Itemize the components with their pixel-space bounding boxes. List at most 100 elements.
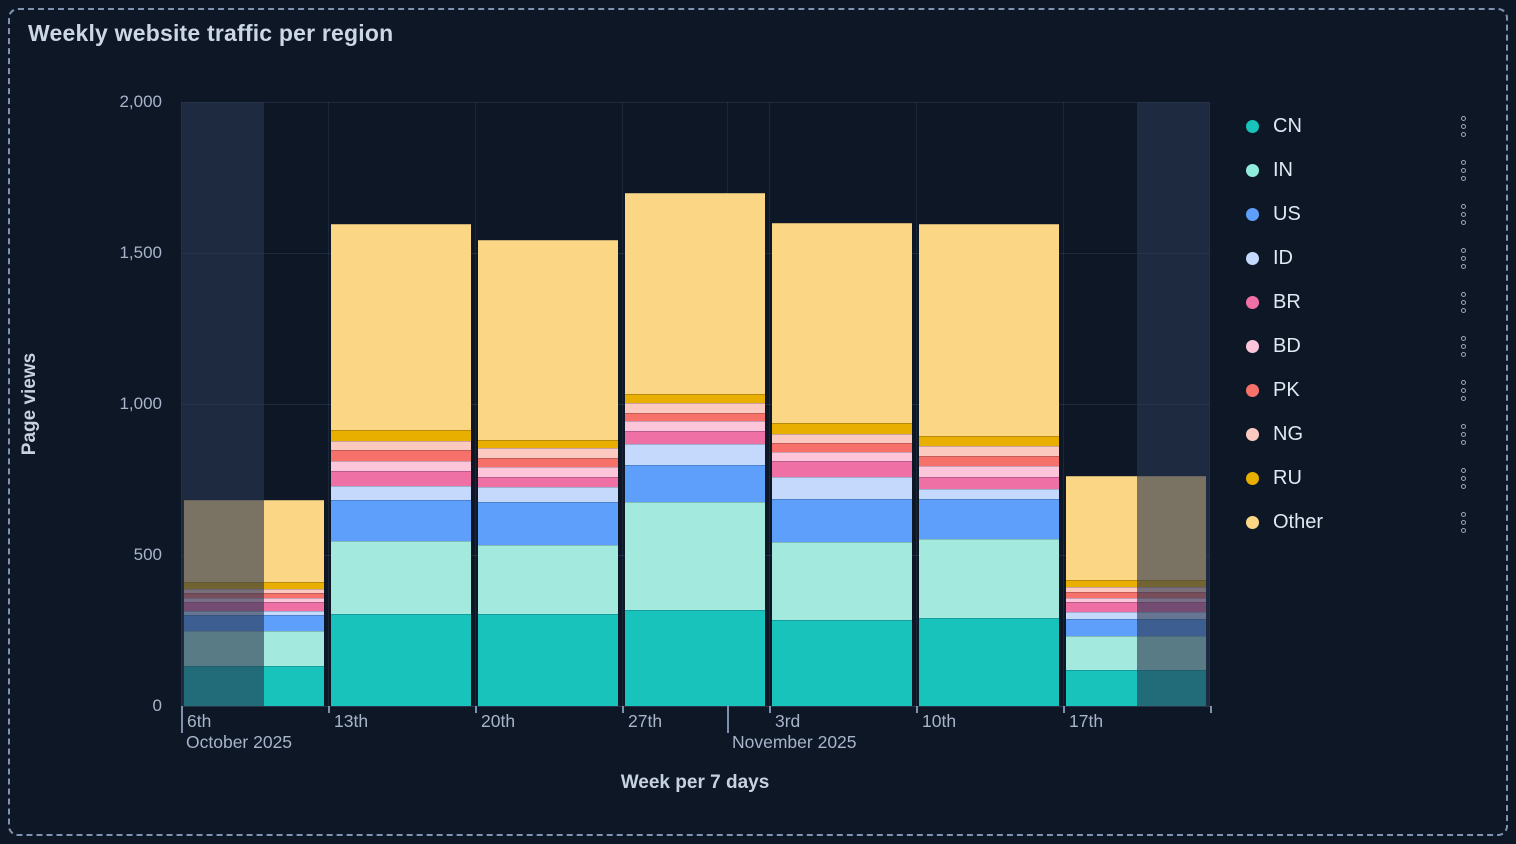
- bar-segment-pk-27th[interactable]: [624, 413, 765, 421]
- v-gridline: [181, 102, 182, 706]
- legend-item-bd[interactable]: BD: [1246, 324, 1470, 368]
- bar-segment-pk-17th[interactable]: [1065, 591, 1206, 599]
- bar-segment-ru-27th[interactable]: [624, 394, 765, 404]
- bar-segment-other-6th[interactable]: [183, 499, 324, 582]
- legend-menu-button[interactable]: [1457, 509, 1470, 536]
- bar-segment-us-3rd[interactable]: [771, 498, 912, 542]
- v-gridline: [769, 102, 770, 706]
- legend-menu-button[interactable]: [1457, 289, 1470, 316]
- legend-color-dot: [1246, 471, 1259, 485]
- bar-segment-us-20th[interactable]: [477, 502, 618, 545]
- legend-item-ng[interactable]: NG: [1246, 412, 1470, 456]
- bar-segment-other-27th[interactable]: [624, 192, 765, 395]
- legend-item-pk[interactable]: PK: [1246, 368, 1470, 412]
- bar-segment-bd-10th[interactable]: [918, 465, 1059, 477]
- bar-segment-bd-3rd[interactable]: [771, 452, 912, 462]
- bar-segment-ng-27th[interactable]: [624, 403, 765, 414]
- bar-segment-other-3rd[interactable]: [771, 222, 912, 424]
- bar-segment-in-10th[interactable]: [918, 539, 1059, 618]
- bar-week-27th[interactable]: [624, 192, 765, 706]
- bar-segment-us-6th[interactable]: [183, 614, 324, 631]
- bar-segment-in-3rd[interactable]: [771, 541, 912, 620]
- bar-segment-us-13th[interactable]: [330, 499, 471, 541]
- bar-segment-cn-3rd[interactable]: [771, 619, 912, 706]
- legend-item-us[interactable]: US: [1246, 192, 1470, 236]
- bar-segment-ru-13th[interactable]: [330, 430, 471, 441]
- bar-week-17th[interactable]: [1065, 475, 1206, 706]
- bar-segment-cn-6th[interactable]: [183, 665, 324, 706]
- legend-item-id[interactable]: ID: [1246, 236, 1470, 280]
- bar-segment-cn-17th[interactable]: [1065, 669, 1206, 706]
- bar-segment-id-3rd[interactable]: [771, 477, 912, 499]
- bar-segment-br-3rd[interactable]: [771, 461, 912, 478]
- legend-menu-button[interactable]: [1457, 377, 1470, 404]
- bar-week-6th[interactable]: [183, 499, 324, 706]
- bar-segment-ng-10th[interactable]: [918, 446, 1059, 457]
- bar-segment-ru-6th[interactable]: [183, 581, 324, 589]
- bar-segment-pk-10th[interactable]: [918, 456, 1059, 466]
- plot-area[interactable]: [181, 102, 1210, 707]
- bar-segment-br-13th[interactable]: [330, 471, 471, 487]
- bar-segment-us-27th[interactable]: [624, 465, 765, 502]
- bar-segment-cn-20th[interactable]: [477, 613, 618, 706]
- bar-week-13th[interactable]: [330, 223, 471, 706]
- legend-item-cn[interactable]: CN: [1246, 104, 1470, 148]
- bar-segment-us-10th[interactable]: [918, 499, 1059, 540]
- bar-segment-ng-17th[interactable]: [1065, 586, 1206, 592]
- bar-segment-in-20th[interactable]: [477, 544, 618, 614]
- bar-segment-br-6th[interactable]: [183, 602, 324, 612]
- bar-segment-pk-13th[interactable]: [330, 449, 471, 461]
- bar-segment-cn-13th[interactable]: [330, 613, 471, 706]
- bar-segment-in-17th[interactable]: [1065, 635, 1206, 670]
- h-gridline: [181, 102, 1210, 103]
- bar-segment-br-17th[interactable]: [1065, 601, 1206, 612]
- kebab-icon: [1461, 351, 1466, 357]
- legend-item-br[interactable]: BR: [1246, 280, 1470, 324]
- bar-week-10th[interactable]: [918, 223, 1059, 706]
- bar-segment-id-13th[interactable]: [330, 486, 471, 500]
- bar-segment-br-27th[interactable]: [624, 430, 765, 444]
- bar-segment-pk-3rd[interactable]: [771, 443, 912, 453]
- bar-segment-id-17th[interactable]: [1065, 611, 1206, 620]
- legend-menu-button[interactable]: [1457, 113, 1470, 140]
- bar-segment-cn-27th[interactable]: [624, 609, 765, 706]
- bar-segment-bd-13th[interactable]: [330, 460, 471, 472]
- bar-segment-ru-20th[interactable]: [477, 440, 618, 448]
- bar-segment-bd-17th[interactable]: [1065, 598, 1206, 602]
- legend-menu-button[interactable]: [1457, 333, 1470, 360]
- bar-segment-br-10th[interactable]: [918, 476, 1059, 490]
- bar-segment-in-27th[interactable]: [624, 501, 765, 610]
- bar-segment-br-20th[interactable]: [477, 477, 618, 488]
- legend-item-in[interactable]: IN: [1246, 148, 1470, 192]
- legend-menu-button[interactable]: [1457, 465, 1470, 492]
- bar-segment-id-27th[interactable]: [624, 443, 765, 466]
- legend-menu-button[interactable]: [1457, 245, 1470, 272]
- bar-week-3rd[interactable]: [771, 222, 912, 706]
- legend-menu-button[interactable]: [1457, 201, 1470, 228]
- bar-segment-other-13th[interactable]: [330, 223, 471, 431]
- bar-segment-bd-20th[interactable]: [477, 467, 618, 478]
- bar-segment-id-10th[interactable]: [918, 489, 1059, 500]
- legend-menu-button[interactable]: [1457, 421, 1470, 448]
- bar-segment-ng-13th[interactable]: [330, 440, 471, 450]
- bar-segment-other-10th[interactable]: [918, 223, 1059, 437]
- bar-segment-us-17th[interactable]: [1065, 619, 1206, 636]
- bar-segment-ng-3rd[interactable]: [771, 433, 912, 444]
- bar-week-20th[interactable]: [477, 239, 618, 706]
- bar-segment-in-6th[interactable]: [183, 630, 324, 666]
- legend-item-ru[interactable]: RU: [1246, 456, 1470, 500]
- bar-segment-ng-20th[interactable]: [477, 447, 618, 459]
- kebab-icon: [1461, 175, 1466, 181]
- bar-segment-pk-20th[interactable]: [477, 458, 618, 468]
- bar-segment-ru-10th[interactable]: [918, 436, 1059, 447]
- legend-menu-button[interactable]: [1457, 157, 1470, 184]
- bar-segment-ru-17th[interactable]: [1065, 579, 1206, 587]
- bar-segment-other-17th[interactable]: [1065, 475, 1206, 580]
- bar-segment-cn-10th[interactable]: [918, 617, 1059, 706]
- bar-segment-ru-3rd[interactable]: [771, 423, 912, 434]
- bar-segment-other-20th[interactable]: [477, 239, 618, 441]
- legend-item-other[interactable]: Other: [1246, 500, 1470, 544]
- bar-segment-id-20th[interactable]: [477, 487, 618, 503]
- bar-segment-in-13th[interactable]: [330, 540, 471, 614]
- bar-segment-bd-27th[interactable]: [624, 420, 765, 431]
